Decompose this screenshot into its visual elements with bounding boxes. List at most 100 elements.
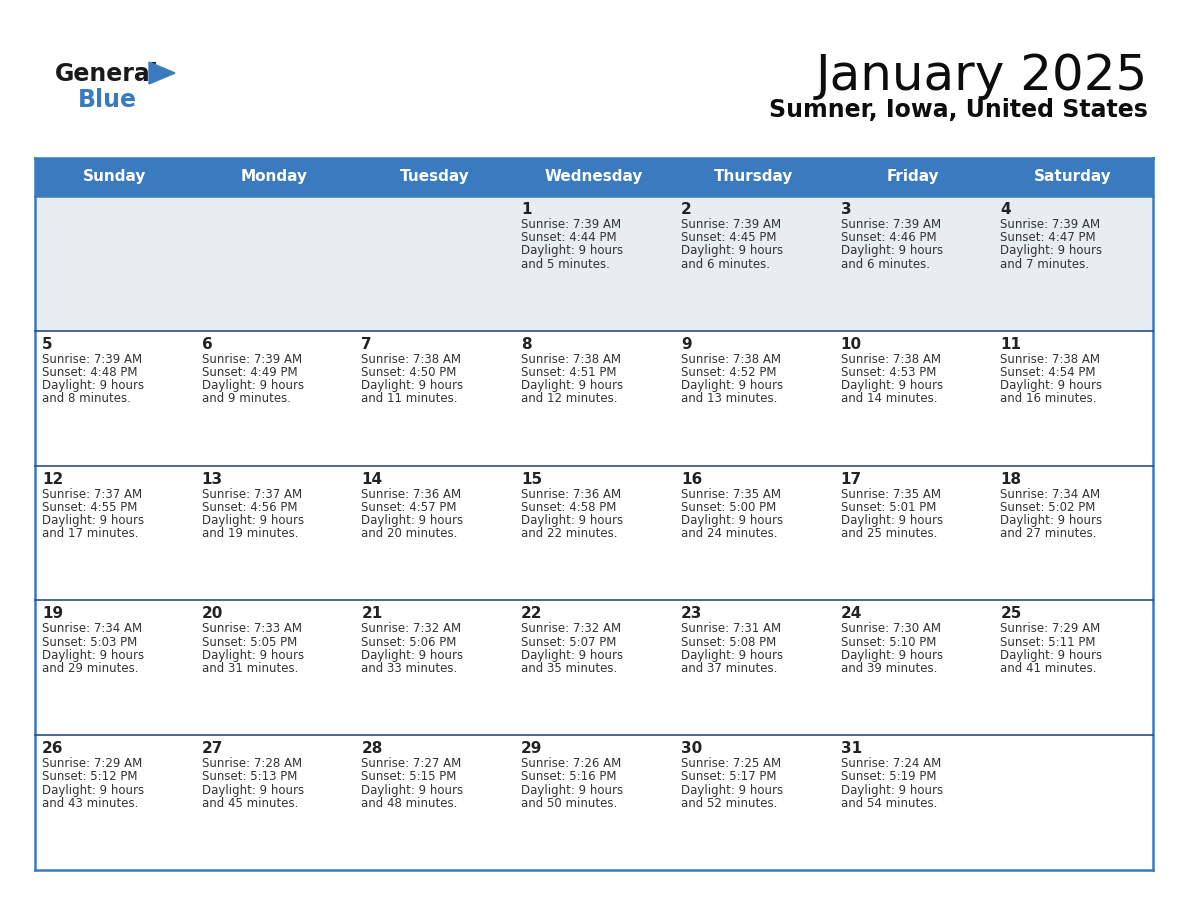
- Text: Sunrise: 7:32 AM: Sunrise: 7:32 AM: [361, 622, 462, 635]
- Text: and 13 minutes.: and 13 minutes.: [681, 392, 777, 406]
- Text: Sunset: 5:17 PM: Sunset: 5:17 PM: [681, 770, 776, 783]
- Text: Daylight: 9 hours: Daylight: 9 hours: [522, 649, 624, 662]
- Text: Sunrise: 7:35 AM: Sunrise: 7:35 AM: [841, 487, 941, 500]
- Text: Sunset: 4:53 PM: Sunset: 4:53 PM: [841, 366, 936, 379]
- Text: and 52 minutes.: and 52 minutes.: [681, 797, 777, 810]
- Text: Sunrise: 7:31 AM: Sunrise: 7:31 AM: [681, 622, 781, 635]
- Text: Daylight: 9 hours: Daylight: 9 hours: [361, 379, 463, 392]
- Text: Daylight: 9 hours: Daylight: 9 hours: [522, 379, 624, 392]
- Text: Daylight: 9 hours: Daylight: 9 hours: [841, 649, 943, 662]
- Text: Sunset: 5:02 PM: Sunset: 5:02 PM: [1000, 501, 1095, 514]
- Text: Thursday: Thursday: [714, 170, 794, 185]
- Text: 21: 21: [361, 607, 383, 621]
- Text: Sunrise: 7:35 AM: Sunrise: 7:35 AM: [681, 487, 781, 500]
- Text: Sunset: 4:57 PM: Sunset: 4:57 PM: [361, 501, 457, 514]
- Text: Sunset: 4:46 PM: Sunset: 4:46 PM: [841, 231, 936, 244]
- Text: and 6 minutes.: and 6 minutes.: [841, 258, 929, 271]
- Bar: [34, 330, 1154, 465]
- Text: and 5 minutes.: and 5 minutes.: [522, 258, 609, 271]
- Text: and 45 minutes.: and 45 minutes.: [202, 797, 298, 810]
- Text: 27: 27: [202, 741, 223, 756]
- Text: Daylight: 9 hours: Daylight: 9 hours: [681, 379, 783, 392]
- Text: Sunrise: 7:25 AM: Sunrise: 7:25 AM: [681, 757, 781, 770]
- Text: Daylight: 9 hours: Daylight: 9 hours: [841, 784, 943, 797]
- Text: and 20 minutes.: and 20 minutes.: [361, 527, 457, 540]
- Text: Sunrise: 7:28 AM: Sunrise: 7:28 AM: [202, 757, 302, 770]
- Text: Sunset: 4:47 PM: Sunset: 4:47 PM: [1000, 231, 1095, 244]
- Text: and 31 minutes.: and 31 minutes.: [202, 662, 298, 675]
- Text: Sunset: 5:08 PM: Sunset: 5:08 PM: [681, 635, 776, 649]
- Text: Daylight: 9 hours: Daylight: 9 hours: [42, 379, 144, 392]
- Text: 7: 7: [361, 337, 372, 352]
- Text: Sunset: 5:15 PM: Sunset: 5:15 PM: [361, 770, 457, 783]
- Text: Sunset: 4:44 PM: Sunset: 4:44 PM: [522, 231, 617, 244]
- Text: and 43 minutes.: and 43 minutes.: [42, 797, 138, 810]
- Text: Daylight: 9 hours: Daylight: 9 hours: [522, 514, 624, 527]
- Text: 30: 30: [681, 741, 702, 756]
- Text: Sunrise: 7:38 AM: Sunrise: 7:38 AM: [841, 353, 941, 365]
- Text: 31: 31: [841, 741, 861, 756]
- Text: Sunset: 4:45 PM: Sunset: 4:45 PM: [681, 231, 776, 244]
- Text: and 29 minutes.: and 29 minutes.: [42, 662, 139, 675]
- Text: Daylight: 9 hours: Daylight: 9 hours: [361, 514, 463, 527]
- Text: Sunset: 5:05 PM: Sunset: 5:05 PM: [202, 635, 297, 649]
- Text: and 41 minutes.: and 41 minutes.: [1000, 662, 1097, 675]
- Text: and 39 minutes.: and 39 minutes.: [841, 662, 937, 675]
- Text: 6: 6: [202, 337, 213, 352]
- Text: Sunrise: 7:39 AM: Sunrise: 7:39 AM: [1000, 218, 1100, 231]
- Text: Daylight: 9 hours: Daylight: 9 hours: [522, 784, 624, 797]
- Text: Sunrise: 7:38 AM: Sunrise: 7:38 AM: [681, 353, 781, 365]
- Text: Sunset: 5:19 PM: Sunset: 5:19 PM: [841, 770, 936, 783]
- Text: Sunrise: 7:37 AM: Sunrise: 7:37 AM: [202, 487, 302, 500]
- Text: Daylight: 9 hours: Daylight: 9 hours: [681, 514, 783, 527]
- Text: 22: 22: [522, 607, 543, 621]
- Text: 8: 8: [522, 337, 532, 352]
- Text: Sunset: 5:07 PM: Sunset: 5:07 PM: [522, 635, 617, 649]
- Text: Sunrise: 7:39 AM: Sunrise: 7:39 AM: [522, 218, 621, 231]
- Text: 5: 5: [42, 337, 52, 352]
- Text: 11: 11: [1000, 337, 1022, 352]
- Text: Tuesday: Tuesday: [399, 170, 469, 185]
- Text: Sunrise: 7:39 AM: Sunrise: 7:39 AM: [202, 353, 302, 365]
- Text: Daylight: 9 hours: Daylight: 9 hours: [42, 784, 144, 797]
- Text: and 22 minutes.: and 22 minutes.: [522, 527, 618, 540]
- Text: Sunset: 4:49 PM: Sunset: 4:49 PM: [202, 366, 297, 379]
- Text: Sunrise: 7:39 AM: Sunrise: 7:39 AM: [681, 218, 781, 231]
- Text: 2: 2: [681, 202, 691, 217]
- Bar: [34, 196, 1154, 330]
- Bar: [34, 600, 1154, 735]
- Text: Daylight: 9 hours: Daylight: 9 hours: [1000, 514, 1102, 527]
- Text: 20: 20: [202, 607, 223, 621]
- Text: Sumner, Iowa, United States: Sumner, Iowa, United States: [769, 98, 1148, 122]
- Text: Sunset: 5:13 PM: Sunset: 5:13 PM: [202, 770, 297, 783]
- Bar: [34, 465, 1154, 600]
- Text: Sunset: 5:03 PM: Sunset: 5:03 PM: [42, 635, 138, 649]
- Text: Sunrise: 7:38 AM: Sunrise: 7:38 AM: [1000, 353, 1100, 365]
- Text: Sunset: 5:11 PM: Sunset: 5:11 PM: [1000, 635, 1095, 649]
- Text: General: General: [55, 62, 159, 86]
- Text: Sunrise: 7:38 AM: Sunrise: 7:38 AM: [361, 353, 461, 365]
- Text: Sunrise: 7:26 AM: Sunrise: 7:26 AM: [522, 757, 621, 770]
- Polygon shape: [148, 62, 175, 84]
- Text: Friday: Friday: [887, 170, 940, 185]
- Text: 24: 24: [841, 607, 862, 621]
- Text: Blue: Blue: [78, 88, 137, 112]
- Text: Sunset: 4:50 PM: Sunset: 4:50 PM: [361, 366, 457, 379]
- Text: and 11 minutes.: and 11 minutes.: [361, 392, 457, 406]
- Text: Sunset: 5:16 PM: Sunset: 5:16 PM: [522, 770, 617, 783]
- Text: Sunrise: 7:36 AM: Sunrise: 7:36 AM: [361, 487, 462, 500]
- Text: Daylight: 9 hours: Daylight: 9 hours: [681, 784, 783, 797]
- Text: and 48 minutes.: and 48 minutes.: [361, 797, 457, 810]
- Text: Daylight: 9 hours: Daylight: 9 hours: [42, 514, 144, 527]
- Text: Sunrise: 7:33 AM: Sunrise: 7:33 AM: [202, 622, 302, 635]
- Text: Sunset: 5:01 PM: Sunset: 5:01 PM: [841, 501, 936, 514]
- Text: Sunrise: 7:34 AM: Sunrise: 7:34 AM: [1000, 487, 1100, 500]
- Bar: [34, 158, 1154, 196]
- Text: Sunset: 5:10 PM: Sunset: 5:10 PM: [841, 635, 936, 649]
- Text: Sunrise: 7:29 AM: Sunrise: 7:29 AM: [42, 757, 143, 770]
- Text: and 6 minutes.: and 6 minutes.: [681, 258, 770, 271]
- Text: Sunset: 4:52 PM: Sunset: 4:52 PM: [681, 366, 776, 379]
- Text: and 27 minutes.: and 27 minutes.: [1000, 527, 1097, 540]
- Text: and 37 minutes.: and 37 minutes.: [681, 662, 777, 675]
- Text: Daylight: 9 hours: Daylight: 9 hours: [841, 244, 943, 257]
